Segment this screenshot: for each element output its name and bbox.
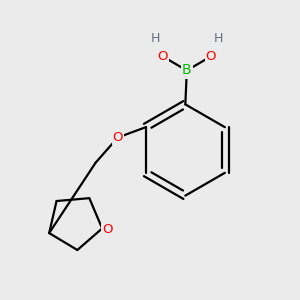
- Text: O: O: [112, 131, 123, 144]
- Text: H: H: [151, 32, 160, 45]
- Text: O: O: [102, 224, 113, 236]
- Text: O: O: [158, 50, 168, 63]
- Text: B: B: [182, 64, 192, 77]
- Text: O: O: [206, 50, 216, 63]
- Text: H: H: [214, 32, 223, 45]
